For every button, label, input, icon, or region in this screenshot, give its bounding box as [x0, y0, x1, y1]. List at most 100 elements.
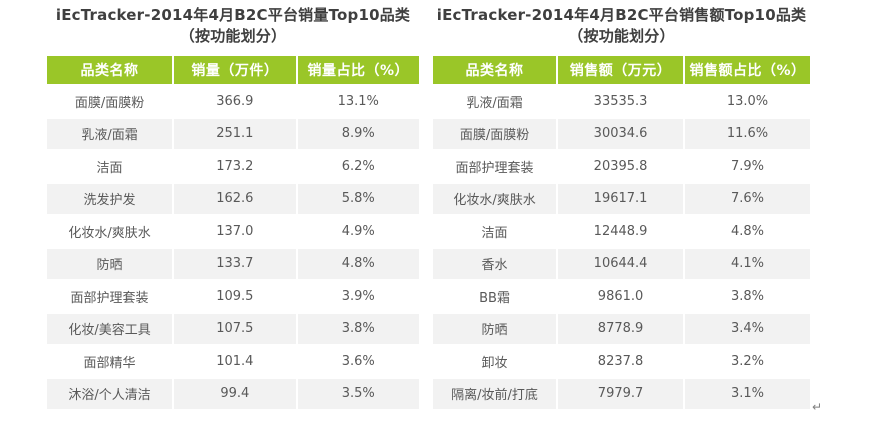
table-cell: 133.7 [174, 248, 296, 279]
table-cell: 30034.6 [558, 118, 684, 149]
table-cell: 4.9% [297, 216, 419, 247]
table-cell: 香水 [433, 248, 557, 279]
table-cell: 洁面 [433, 216, 557, 247]
table-cell: 101.4 [174, 346, 296, 377]
table-cell: 4.8% [685, 216, 810, 247]
table-row: 面膜/面膜粉 366.9 13.1% [47, 86, 419, 117]
table-cell: 8237.8 [558, 346, 684, 377]
table-cell: 10644.4 [558, 248, 684, 279]
table-row: 防晒 133.7 4.8% [47, 248, 419, 279]
table-row: BB霜 9861.0 3.8% [433, 281, 810, 312]
table-cell: 107.5 [174, 313, 296, 344]
header-row: 品类名称 销售额（万元） 销售额占比（%） [433, 56, 810, 84]
column-header: 销量占比（%） [297, 56, 419, 84]
sales-amount-table: 品类名称 销售额（万元） 销售额占比（%） 乳液/面霜 33535.3 13.0% 面膜/… [431, 54, 812, 411]
table-cell: 8778.9 [558, 313, 684, 344]
column-header: 销售额（万元） [558, 56, 684, 84]
table-cell: 化妆水/爽肤水 [47, 216, 173, 247]
table-cell: 7979.7 [558, 378, 684, 409]
table-cell: 9861.0 [558, 281, 684, 312]
table-cell: 137.0 [174, 216, 296, 247]
word-return-mark-icon: ↵ [812, 400, 823, 414]
table-cell: 19617.1 [558, 183, 684, 214]
table-cell: 11.6% [685, 118, 810, 149]
table-cell: 3.5% [297, 378, 419, 409]
table-row: 面膜/面膜粉 30034.6 11.6% [433, 118, 810, 149]
table-cell: 面膜/面膜粉 [433, 118, 557, 149]
table-cell: 5.8% [297, 183, 419, 214]
table-title-line1: iEcTracker-2014年4月B2C平台销量Top10品类 [55, 6, 411, 24]
table-cell: 3.2% [685, 346, 810, 377]
table-cell: 33535.3 [558, 86, 684, 117]
table-cell: 6.2% [297, 151, 419, 182]
header-row: 品类名称 销量（万件） 销量占比（%） [47, 56, 419, 84]
table-row: 卸妆 8237.8 3.2% [433, 346, 810, 377]
table-cell: 面膜/面膜粉 [47, 86, 173, 117]
table-row: 洁面 12448.9 4.8% [433, 216, 810, 247]
table-cell: 4.1% [685, 248, 810, 279]
sales-volume-table: 品类名称 销量（万件） 销量占比（%） 面膜/面膜粉 366.9 13.1% 乳液/面霜 2… [45, 54, 421, 411]
table-cell: 7.9% [685, 151, 810, 182]
table-row: 香水 10644.4 4.1% [433, 248, 810, 279]
table-row: 面部精华 101.4 3.6% [47, 346, 419, 377]
table-cell: 3.4% [685, 313, 810, 344]
table-row: 面部护理套装 109.5 3.9% [47, 281, 419, 312]
table-row: 化妆/美容工具 107.5 3.8% [47, 313, 419, 344]
column-header: 销售额占比（%） [685, 56, 810, 84]
column-header: 销量（万件） [174, 56, 296, 84]
table-cell: 3.9% [297, 281, 419, 312]
sales-volume-table-block: iEcTracker-2014年4月B2C平台销量Top10品类 （按功能划分）… [45, 5, 421, 411]
table-cell: 面部精华 [47, 346, 173, 377]
table-row: 沐浴/个人清洁 99.4 3.5% [47, 378, 419, 409]
table-cell: BB霜 [433, 281, 557, 312]
table-cell: 3.6% [297, 346, 419, 377]
table-row: 隔离/妆前/打底 7979.7 3.1% [433, 378, 810, 409]
table-cell: 防晒 [47, 248, 173, 279]
table-cell: 隔离/妆前/打底 [433, 378, 557, 409]
table-title: iEcTracker-2014年4月B2C平台销售额Top10品类 （按功能划分… [431, 5, 812, 47]
table-cell: 沐浴/个人清洁 [47, 378, 173, 409]
table-cell: 化妆水/爽肤水 [433, 183, 557, 214]
column-header: 品类名称 [433, 56, 557, 84]
table-cell: 3.8% [297, 313, 419, 344]
table-cell: 13.0% [685, 86, 810, 117]
table-row: 化妆水/爽肤水 137.0 4.9% [47, 216, 419, 247]
table-cell: 化妆/美容工具 [47, 313, 173, 344]
table-cell: 251.1 [174, 118, 296, 149]
table-cell: 109.5 [174, 281, 296, 312]
table-cell: 162.6 [174, 183, 296, 214]
table-cell: 366.9 [174, 86, 296, 117]
table-cell: 7.6% [685, 183, 810, 214]
table-cell: 12448.9 [558, 216, 684, 247]
table-cell: 20395.8 [558, 151, 684, 182]
table-title-line1: iEcTracker-2014年4月B2C平台销售额Top10品类 [436, 6, 807, 24]
table-row: 防晒 8778.9 3.4% [433, 313, 810, 344]
table-cell: 乳液/面霜 [47, 118, 173, 149]
table-cell: 洗发护发 [47, 183, 173, 214]
table-cell: 3.1% [685, 378, 810, 409]
table-cell: 乳液/面霜 [433, 86, 557, 117]
table-cell: 防晒 [433, 313, 557, 344]
table-row: 化妆水/爽肤水 19617.1 7.6% [433, 183, 810, 214]
table-title-line2: （按功能划分） [179, 27, 287, 45]
table-cell: 卸妆 [433, 346, 557, 377]
table-row: 乳液/面霜 251.1 8.9% [47, 118, 419, 149]
table-title-line2: （按功能划分） [568, 27, 675, 45]
table-cell: 173.2 [174, 151, 296, 182]
table-row: 面部护理套装 20395.8 7.9% [433, 151, 810, 182]
table-cell: 4.8% [297, 248, 419, 279]
table-cell: 99.4 [174, 378, 296, 409]
table-cell: 洁面 [47, 151, 173, 182]
table-cell: 13.1% [297, 86, 419, 117]
table-cell: 8.9% [297, 118, 419, 149]
table-cell: 3.8% [685, 281, 810, 312]
table-row: 洗发护发 162.6 5.8% [47, 183, 419, 214]
table-cell: 面部护理套装 [433, 151, 557, 182]
table-row: 洁面 173.2 6.2% [47, 151, 419, 182]
table-cell: 面部护理套装 [47, 281, 173, 312]
column-header: 品类名称 [47, 56, 173, 84]
table-row: 乳液/面霜 33535.3 13.0% [433, 86, 810, 117]
sales-amount-table-block: iEcTracker-2014年4月B2C平台销售额Top10品类 （按功能划分… [431, 5, 812, 411]
table-title: iEcTracker-2014年4月B2C平台销量Top10品类 （按功能划分） [45, 5, 421, 47]
